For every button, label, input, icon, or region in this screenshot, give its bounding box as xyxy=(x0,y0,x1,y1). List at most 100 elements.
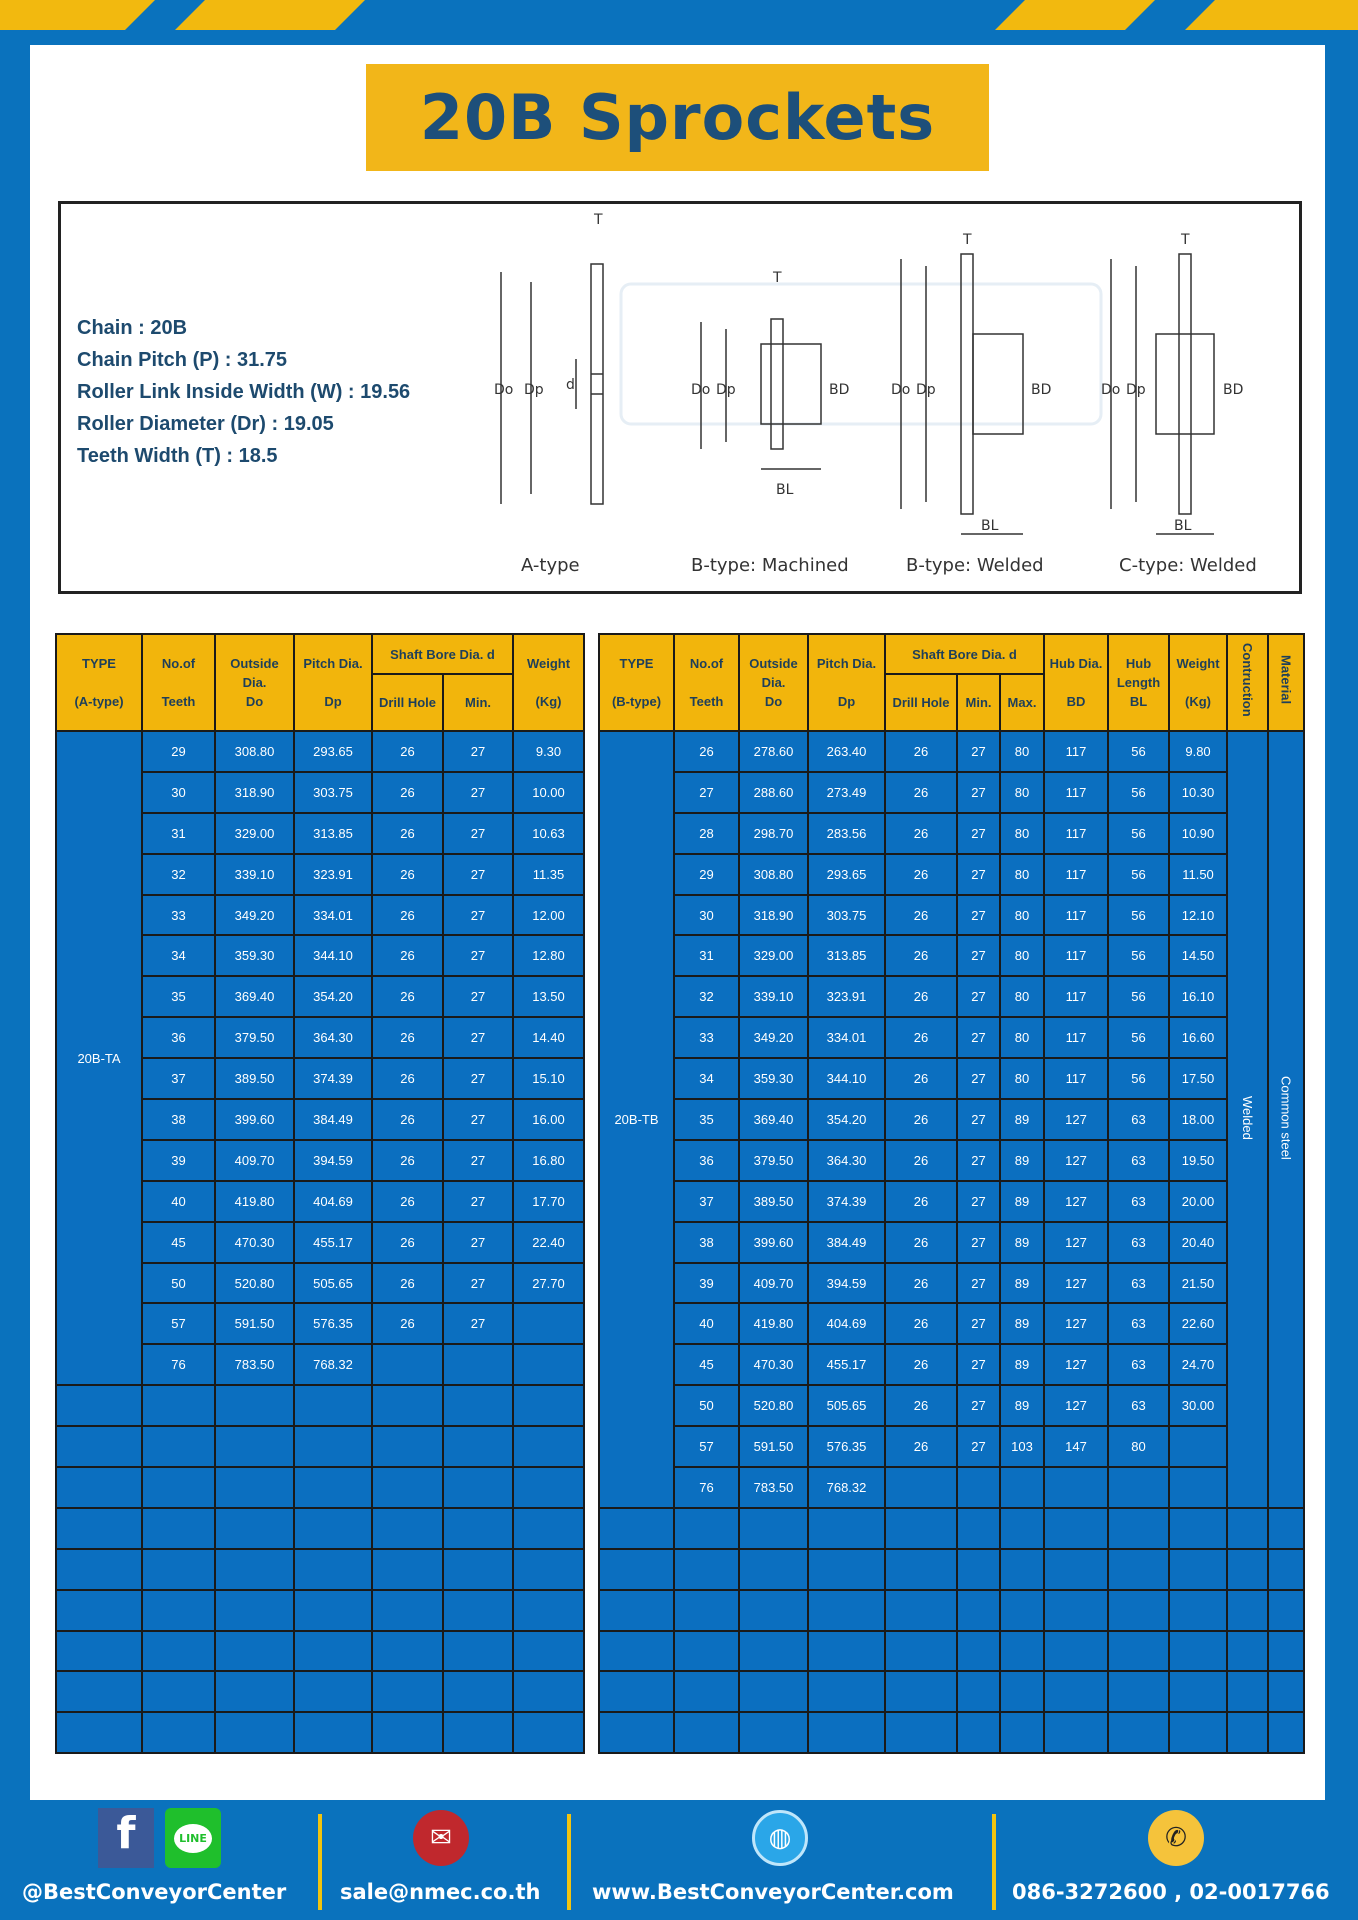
table-row: 76 783.50 768.32 xyxy=(56,1343,585,1387)
dim-label-dp: Dp xyxy=(916,382,936,398)
table-cell: 409.70 xyxy=(738,1261,809,1305)
table-cell: 293.65 xyxy=(807,852,886,896)
table-cell: 318.90 xyxy=(738,893,809,937)
table-cell: 117 xyxy=(1043,770,1110,814)
table-cell: 768.32 xyxy=(293,1343,373,1387)
table-cell: 329.00 xyxy=(738,934,809,978)
website-link[interactable]: www.BestConveyorCenter.com xyxy=(592,1880,954,1904)
table-cell xyxy=(371,1711,444,1755)
table-cell: 9.30 xyxy=(512,730,585,773)
table-cell xyxy=(1107,1506,1171,1550)
table-row: 50 520.80 505.65 26 27 89 127 63 30.00 xyxy=(599,1384,1304,1428)
table-row xyxy=(598,1629,1306,1673)
table-cell xyxy=(141,1629,216,1673)
empty-cell xyxy=(1267,1670,1306,1714)
table-cell: 394.59 xyxy=(807,1261,886,1305)
table-cell: 349.20 xyxy=(214,893,295,937)
phone-icon: ✆ xyxy=(1148,1810,1204,1866)
table-cell: 30 xyxy=(673,893,740,937)
table-cell xyxy=(442,1670,514,1714)
table-cell xyxy=(214,1466,295,1509)
dim-label-do: Do xyxy=(494,382,513,398)
table-row xyxy=(55,1384,585,1428)
social-handle[interactable]: @BestConveyorCenter xyxy=(22,1880,287,1904)
table-cell: 27 xyxy=(442,730,514,773)
top-stripe-decoration xyxy=(0,0,155,30)
table-cell xyxy=(371,1506,444,1550)
table-cell: 273.49 xyxy=(807,770,886,814)
table-cell: 11.35 xyxy=(512,852,585,896)
table-cell: 80 xyxy=(998,811,1046,855)
divider xyxy=(567,1814,571,1910)
email-icon: ✉ xyxy=(413,1810,469,1866)
dim-label-t: T xyxy=(772,270,782,286)
table-cell: 323.91 xyxy=(807,975,886,1019)
header-type: TYPE (B-type) xyxy=(598,633,675,732)
table-cell: 278.60 xyxy=(738,730,809,773)
table-cell xyxy=(141,1670,216,1714)
construction-cell: Welded xyxy=(1226,730,1270,1509)
table-cell xyxy=(512,1588,585,1632)
table-cell xyxy=(512,1384,585,1428)
table-cell xyxy=(673,1506,740,1550)
table-cell: 80 xyxy=(998,1057,1046,1101)
email-link[interactable]: sale@nmec.co.th xyxy=(340,1880,541,1904)
table-cell: 576.35 xyxy=(807,1425,886,1469)
table-cell xyxy=(956,1466,1001,1509)
empty-cell xyxy=(1226,1506,1270,1550)
table-cell xyxy=(512,1506,585,1550)
table-cell: 12.10 xyxy=(1168,893,1229,937)
table-cell: 80 xyxy=(998,770,1046,814)
table-cell xyxy=(293,1425,373,1469)
table-cell xyxy=(293,1670,373,1714)
table-cell: 63 xyxy=(1107,1302,1171,1346)
table-cell xyxy=(956,1588,1001,1632)
table-cell: 344.10 xyxy=(293,934,373,978)
table-cell: 308.80 xyxy=(214,730,295,773)
empty-cell xyxy=(1267,1588,1306,1632)
empty-cell xyxy=(55,1384,143,1428)
type-cell: 20B-TB xyxy=(598,730,675,1509)
table-cell: 63 xyxy=(1107,1220,1171,1264)
table-row xyxy=(55,1670,585,1714)
table-cell: 783.50 xyxy=(214,1343,295,1387)
table-cell: 26 xyxy=(884,1343,958,1387)
a-type-table: TYPE (A-type) No.of Teeth Outside Dia. Do Pi… xyxy=(55,633,585,1755)
table-cell: 40 xyxy=(141,1179,216,1223)
phone-numbers[interactable]: 086-3272600 , 02-0017766 xyxy=(1012,1880,1330,1904)
header-max: Max. xyxy=(998,673,1046,732)
table-cell: 36 xyxy=(141,1016,216,1060)
table-cell: 27 xyxy=(442,1179,514,1223)
table-cell: 27 xyxy=(956,893,1001,937)
table-cell: 117 xyxy=(1043,1016,1110,1060)
table-cell: 63 xyxy=(1107,1384,1171,1428)
table-cell: 308.80 xyxy=(738,852,809,896)
table-row: 33 349.20 334.01 26 27 12.00 xyxy=(56,893,585,937)
table-row xyxy=(598,1588,1306,1632)
table-cell: 384.49 xyxy=(807,1220,886,1264)
table-cell: 26 xyxy=(371,1220,444,1264)
empty-cell xyxy=(1267,1711,1306,1755)
table-cell: 364.30 xyxy=(807,1138,886,1182)
table-cell: 20.40 xyxy=(1168,1220,1229,1264)
table-cell xyxy=(512,1343,585,1387)
table-cell: 339.10 xyxy=(738,975,809,1019)
header-outside-dia: Outside Dia. Do xyxy=(214,633,295,732)
table-cell: 31 xyxy=(141,811,216,855)
facebook-icon[interactable]: f xyxy=(98,1808,154,1868)
line-icon[interactable]: LINE xyxy=(165,1808,221,1868)
header-drill-hole: Drill Hole xyxy=(884,673,958,732)
divider xyxy=(318,1814,322,1910)
table-cell: 16.60 xyxy=(1168,1016,1229,1060)
table-cell: 21.50 xyxy=(1168,1261,1229,1305)
table-row xyxy=(55,1588,585,1632)
empty-cell xyxy=(598,1629,675,1673)
table-cell: 27 xyxy=(442,1057,514,1101)
table-cell: 27 xyxy=(956,730,1001,773)
table-cell xyxy=(512,1711,585,1755)
table-row: 30 318.90 303.75 26 27 80 117 56 12.10 xyxy=(599,893,1304,937)
table-cell: 27 xyxy=(956,1384,1001,1428)
empty-cell xyxy=(1226,1670,1270,1714)
table-cell: 11.50 xyxy=(1168,852,1229,896)
table-cell: 28 xyxy=(673,811,740,855)
